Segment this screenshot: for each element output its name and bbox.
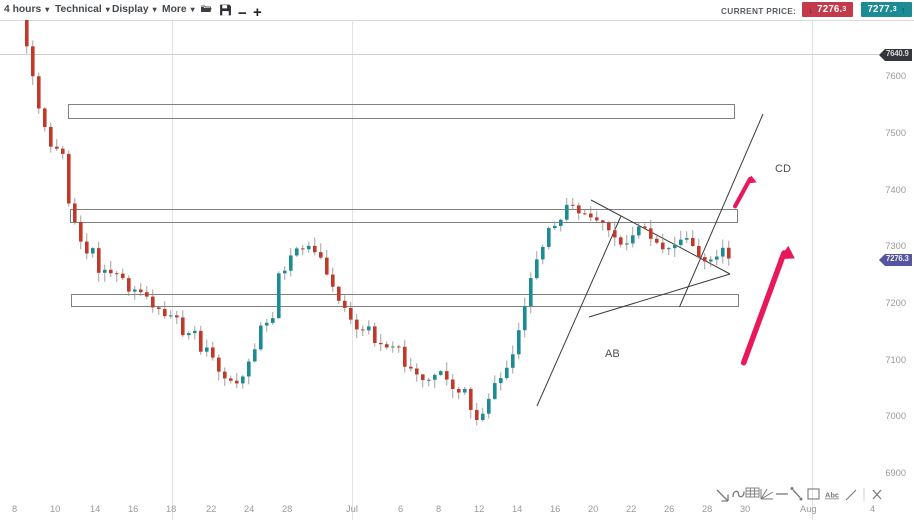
svg-text:Abc: Abc bbox=[825, 491, 839, 500]
